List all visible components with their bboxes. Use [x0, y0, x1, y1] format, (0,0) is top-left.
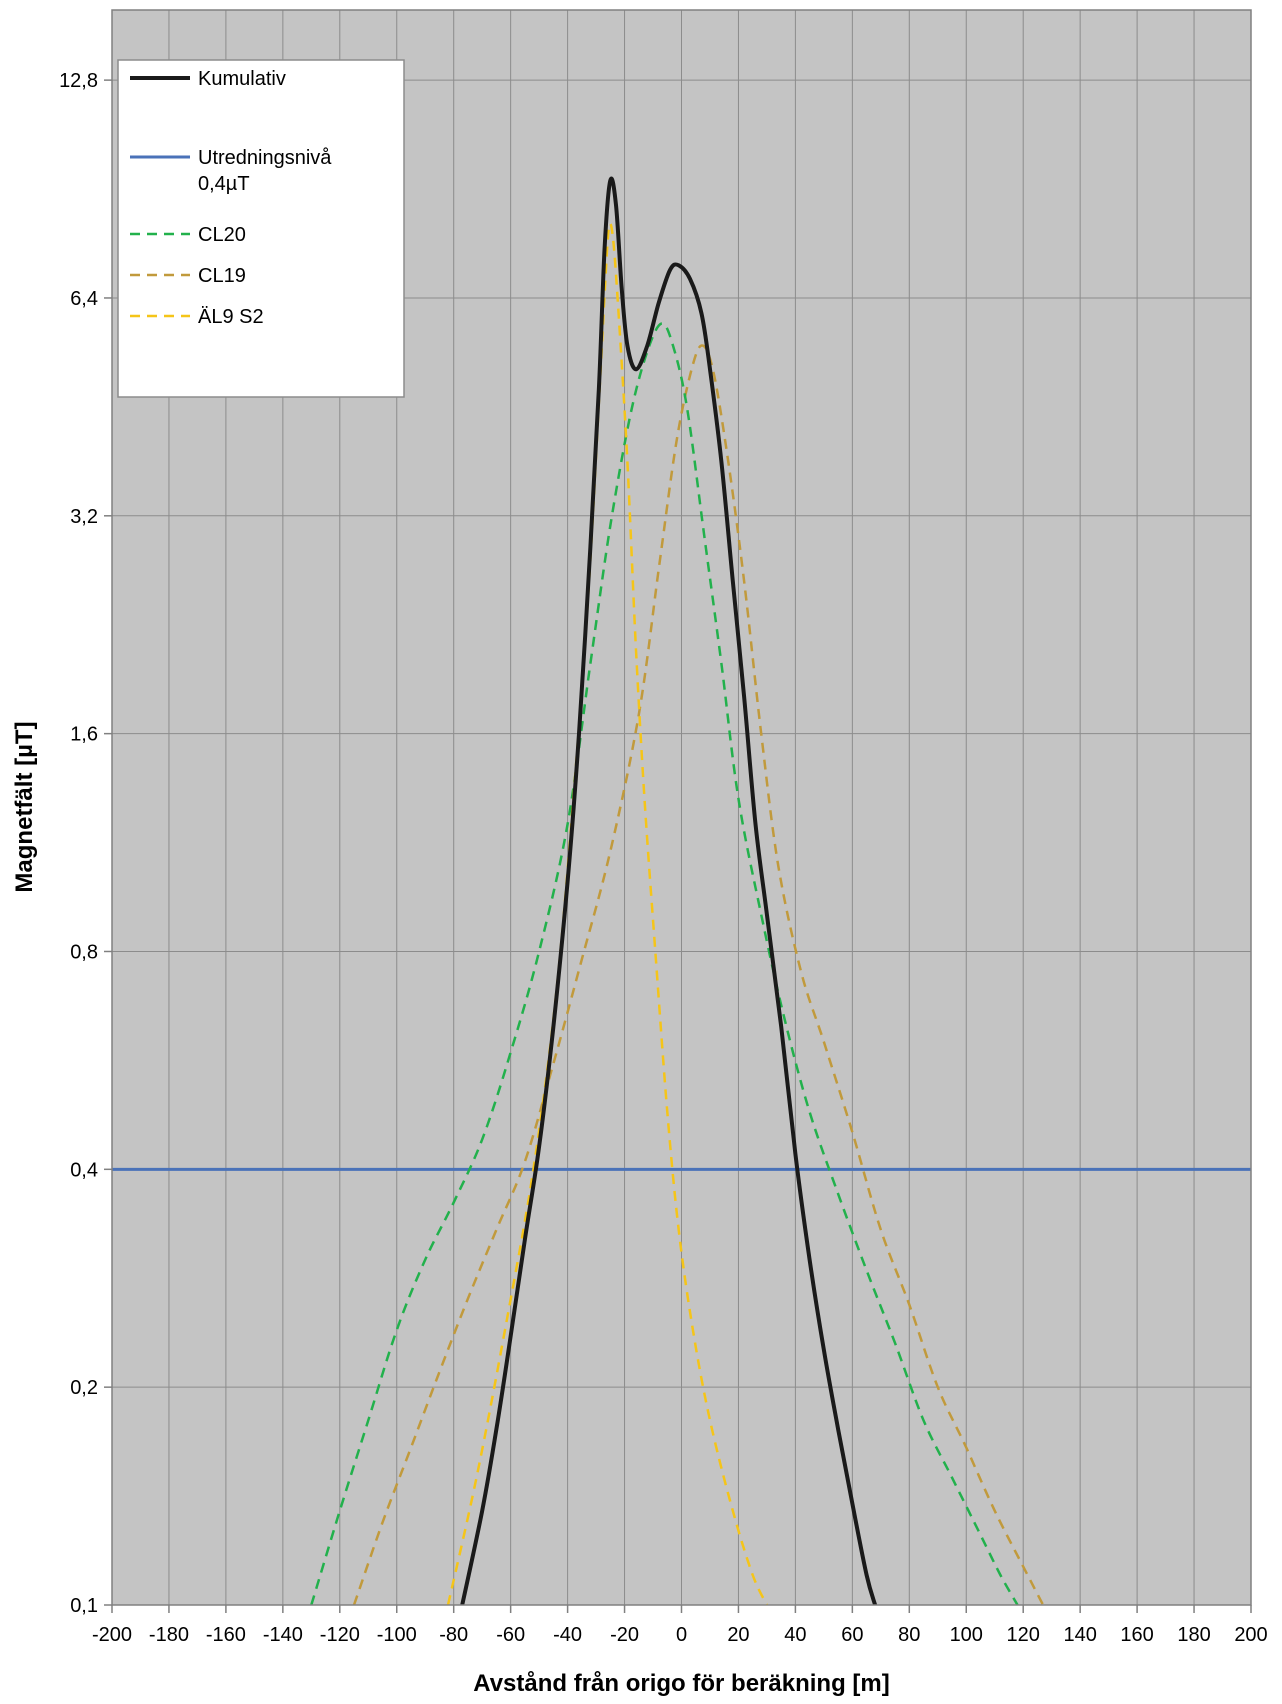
x-tick-label: 120 — [1007, 1624, 1040, 1646]
y-tick-label: 1,6 — [70, 724, 98, 746]
x-tick-label: 100 — [950, 1624, 983, 1646]
y-tick-label: 6,4 — [70, 288, 98, 310]
y-axis-title: Magnetfält [µT] — [11, 721, 38, 892]
y-tick-label: 12,8 — [59, 70, 98, 92]
legend-label-0: Kumulativ — [198, 68, 286, 90]
x-tick-label: 80 — [898, 1624, 920, 1646]
legend-label-2: CL20 — [198, 224, 246, 246]
y-tick-label: 0,4 — [70, 1159, 98, 1181]
y-tick-label: 0,1 — [70, 1595, 98, 1617]
legend-label-1: Utredningsnivå 0,4µT — [198, 147, 332, 195]
series-layer — [112, 176, 1251, 1606]
x-tick-label: 200 — [1234, 1624, 1267, 1646]
x-tick-label: 180 — [1177, 1624, 1210, 1646]
x-tick-label: 20 — [727, 1624, 749, 1646]
legend-label-4: ÄL9 S2 — [198, 306, 264, 328]
x-tick-label: -100 — [377, 1624, 417, 1646]
legend-box — [117, 59, 405, 398]
y-tick-label: 3,2 — [70, 506, 98, 528]
x-tick-label: -120 — [320, 1624, 360, 1646]
x-tick-label: 160 — [1120, 1624, 1153, 1646]
x-tick-label: 0 — [676, 1624, 687, 1646]
x-tick-label: 40 — [784, 1624, 806, 1646]
x-tick-label: -20 — [610, 1624, 639, 1646]
x-tick-label: 140 — [1063, 1624, 1096, 1646]
legend-label-3: CL19 — [198, 265, 246, 287]
series-line-0 — [460, 176, 878, 1606]
x-tick-label: -40 — [553, 1624, 582, 1646]
series-line-2 — [310, 322, 1019, 1606]
x-tick-label: -160 — [206, 1624, 246, 1646]
x-tick-label: -200 — [92, 1624, 132, 1646]
y-tick-label: 0,8 — [70, 941, 98, 963]
series-line-4 — [446, 222, 769, 1606]
x-tick-label: -60 — [496, 1624, 525, 1646]
tick-labels: -200 -180 -160 -140 -120 -100 -80 -60 -40 -20 0 20 4… — [59, 70, 1268, 1646]
x-tick-label: -180 — [149, 1624, 189, 1646]
x-tick-label: -140 — [263, 1624, 303, 1646]
x-tick-label: 60 — [841, 1624, 863, 1646]
legend: Kumulativ Utredningsnivå 0,4µT CL20 CL19 ÄL9 … — [117, 59, 405, 398]
x-tick-label: -80 — [439, 1624, 468, 1646]
series-line-3 — [352, 344, 1045, 1606]
y-tick-label: 0,2 — [70, 1377, 98, 1399]
x-axis-title: Avstånd från origo för beräkning [m] — [473, 1670, 889, 1697]
